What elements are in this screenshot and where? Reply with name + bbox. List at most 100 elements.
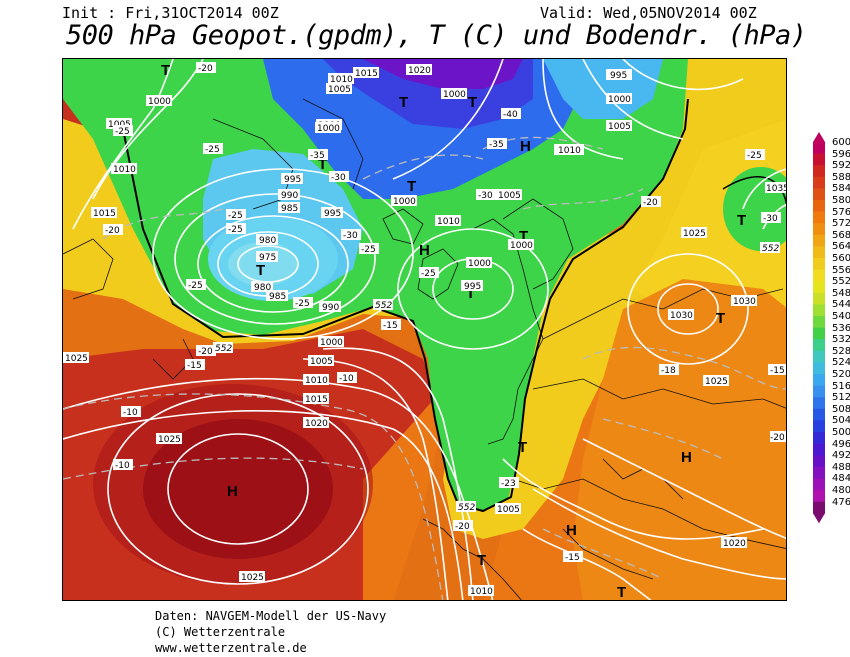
isobar-label: 985	[281, 204, 298, 214]
scale-swatch	[813, 374, 825, 386]
isobar-label: 1005	[497, 505, 520, 515]
scale-swatch	[813, 397, 825, 410]
scale-label: 484	[832, 473, 850, 485]
scale-label: 560	[832, 253, 850, 264]
scale-swatch	[813, 466, 825, 479]
isobar-label: 1030	[733, 297, 756, 307]
map-title: 500 hPa Geopot.(gpdm), T (C) und Bodendr…	[66, 20, 807, 51]
scale-label: 496	[832, 438, 850, 450]
isobar-label: 990	[281, 191, 298, 201]
scale-swatch	[813, 339, 825, 352]
isobar-labels: 1000 1005 1010 1015 1000 1005 1010 1015 …	[63, 64, 786, 597]
scale-swatch	[813, 316, 825, 328]
scale-swatch	[813, 327, 825, 340]
scale-label: 576	[832, 206, 850, 218]
temperature-label: -25	[295, 299, 310, 309]
isobar-label: 980	[254, 283, 271, 293]
isobar-label: 1010	[437, 217, 460, 227]
pressure-center: T	[407, 178, 416, 195]
isobar-label: 995	[610, 71, 627, 81]
isobar-label: 1000	[443, 90, 466, 100]
isobar-label: 1000	[468, 259, 491, 269]
scale-label: 596	[832, 148, 850, 160]
pressure-center: T	[518, 439, 527, 456]
scale-label: 480	[832, 485, 850, 496]
scale-label: 580	[832, 195, 850, 206]
scale-swatch	[813, 258, 825, 270]
scale-swatch	[813, 432, 825, 444]
temperature-label: -30	[331, 173, 346, 183]
temperature-label: -20	[455, 522, 470, 532]
pressure-center: T	[466, 285, 475, 302]
scale-label: 544	[832, 299, 850, 311]
scale-swatch	[813, 246, 825, 259]
temperature-label: -40	[503, 110, 518, 120]
isobar-label: 990	[322, 303, 339, 313]
temperature-label: -20	[643, 198, 658, 208]
scale-label: 512	[832, 392, 850, 404]
scale-swatch	[813, 501, 825, 514]
pressure-center: T	[519, 228, 528, 245]
contour-552-east	[722, 176, 786, 206]
scale-label: 520	[832, 369, 850, 380]
footer-copyright: (C) Wetterzentrale	[155, 625, 286, 639]
isobar-label: 1000	[510, 241, 533, 251]
scale-label: 584	[832, 183, 850, 195]
scale-label: 540	[832, 311, 850, 322]
temperature-label: -18	[661, 366, 676, 376]
temperature-label: -25	[421, 269, 436, 279]
isobar-label: 1010	[113, 165, 136, 175]
pressure-center: T	[161, 62, 170, 79]
temperature-label: -30	[478, 191, 493, 201]
scale-swatch	[813, 211, 825, 224]
scale-swatch	[813, 153, 825, 166]
contour-552-label: 552	[215, 344, 232, 354]
temperature-label: -30	[763, 214, 778, 224]
orange-east	[573, 279, 786, 600]
scale-label: 528	[832, 345, 850, 357]
scale-swatch	[813, 350, 825, 363]
temperature-label: -25	[228, 211, 243, 221]
isobar-label: 995	[284, 175, 301, 185]
scale-arrow-top	[813, 132, 825, 142]
pressure-center: H	[419, 242, 430, 259]
pressure-center: H	[681, 449, 692, 466]
temperature-label: -25	[188, 281, 203, 291]
scale-label: 504	[832, 415, 850, 427]
isobar-label: 1000	[317, 124, 340, 134]
pressure-center: T	[399, 94, 408, 111]
pressure-center: H	[520, 138, 531, 155]
isobar-label: 1010	[305, 376, 328, 386]
scale-label: 572	[832, 218, 850, 230]
scale-swatch	[813, 385, 825, 398]
temperature-label: -10	[115, 461, 130, 471]
isobar-label: 1005	[328, 85, 351, 95]
temperature-label: -25	[747, 151, 762, 161]
scale-label: 600	[832, 137, 850, 148]
isobar-label: 975	[259, 253, 276, 263]
pressure-center: T	[617, 584, 626, 601]
isobar-label: 1020	[305, 419, 328, 429]
scale-label: 588	[832, 171, 850, 183]
scale-swatch	[813, 142, 825, 154]
weather-map: T T T H T H T T T T H T H H T T T T 1000…	[62, 58, 787, 601]
temperature-label: -20	[198, 64, 213, 74]
pressure-center: T	[716, 310, 725, 327]
pressure-center: T	[318, 156, 327, 173]
contour-552-labels: 552 552 552 552	[213, 242, 780, 513]
scale-swatch	[813, 269, 825, 282]
temperature-label: -35	[489, 140, 504, 150]
isobar-label: 995	[464, 282, 481, 292]
isobar-label: 1020	[723, 539, 746, 549]
temperature-label: -20	[105, 226, 120, 236]
scale-label: 564	[832, 241, 850, 253]
scale-arrow-bottom	[813, 513, 825, 524]
valid-time: Valid: Wed,05NOV2014 00Z	[540, 4, 757, 22]
scale-label: 524	[832, 357, 850, 369]
temperature-label: -15	[565, 553, 580, 563]
pressure-center: T	[737, 212, 746, 229]
temperature-label: -23	[501, 479, 516, 489]
init-time: Init : Fri,31OCT2014 00Z	[62, 4, 279, 22]
footer-website: www.wetterzentrale.de	[155, 641, 307, 655]
isobar-label: 1025	[683, 229, 706, 239]
